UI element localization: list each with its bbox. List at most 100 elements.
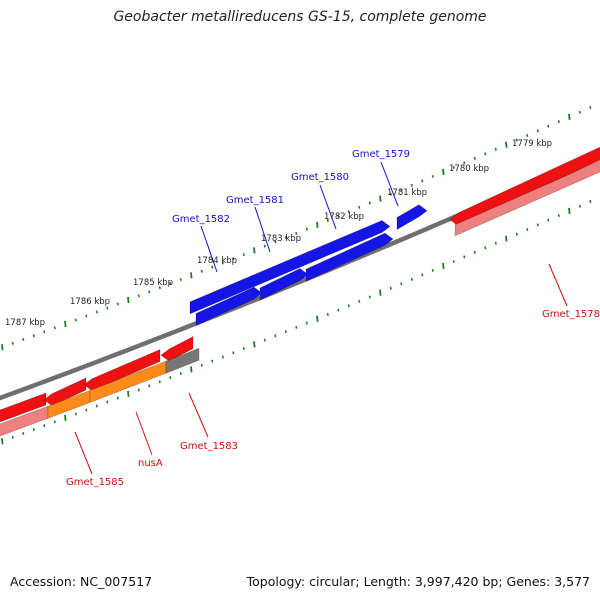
plus-strand-gene-labels: Gmet_1579 Gmet_1580 Gmet_1581 Gmet_1582 [172,149,410,225]
tick-mark [536,223,539,227]
tick-mark [1,344,4,351]
scale-labels: 1779 kbp 1780 kbp 1781 kbp 1782 kbp 1783… [5,139,552,328]
tick-mark [589,200,592,203]
tick-mark [326,218,329,222]
gene-label-gmet-1585[interactable]: Gmet_1585 [66,477,124,488]
tick-mark [305,321,308,325]
gene-feature-gmet-1583[interactable] [165,347,200,374]
gene-feature-gmet-1582[interactable] [195,286,263,327]
tick-mark [232,351,235,355]
scale-label-1782: 1782 kbp [324,212,364,222]
leader-gmet-1583 [188,392,209,438]
tick-mark [589,106,592,109]
leader-gmet-1579 [380,161,399,207]
leader-nusa [135,411,153,456]
tick-mark [578,204,581,208]
tick-mark [190,366,193,373]
scale-label-1787: 1787 kbp [5,318,45,328]
tick-mark [263,244,266,248]
gene-feature-gmet-1578-shadow[interactable] [454,159,600,237]
gene-feature-gmet-1581[interactable] [259,268,309,301]
tick-mark [1,438,4,445]
leader-gmet-1585 [74,431,93,475]
tick-mark [95,404,98,408]
tick-mark [505,141,508,148]
tick-mark [179,372,182,376]
tick-mark [85,314,88,318]
gene-feature-red-2[interactable] [43,377,87,407]
tick-mark [232,257,235,261]
gene-label-gmet-1579[interactable]: Gmet_1579 [352,149,410,160]
tick-mark [379,289,382,296]
scale-label-1781: 1781 kbp [387,188,427,198]
gene-feature-gmet-1580[interactable] [305,232,394,282]
tick-mark [11,341,14,345]
tick-mark [242,253,245,257]
tick-mark [242,347,245,351]
tick-mark [200,269,203,273]
tick-mark [316,221,319,228]
gene-feature-gmet-1579-1582-block[interactable] [189,219,391,315]
tick-mark [53,326,56,330]
leader-gmet-1582 [200,225,218,273]
gene-feature-red-4[interactable] [160,335,194,362]
tick-mark [536,129,539,133]
gene-label-nusa[interactable]: nusA [138,458,163,469]
tick-mark [211,265,214,269]
gene-feature-gmet-1578[interactable] [449,145,600,227]
tick-mark [379,195,382,202]
gene-label-gmet-1580[interactable]: Gmet_1580 [291,172,349,183]
tick-mark [295,325,298,329]
tick-mark [158,286,161,290]
tick-mark [400,188,403,192]
tick-mark [526,134,529,137]
gene-feature-red-3[interactable] [83,348,161,392]
tick-mark [74,318,77,322]
tick-mark [169,376,172,380]
gene-features[interactable] [0,145,600,438]
label-leader-lines [74,161,568,475]
tick-mark [568,113,571,120]
tick-mark [221,355,224,359]
map-title: Geobacter metallireducens GS-15, complet… [113,9,487,25]
tick-mark [463,255,466,259]
gene-feature-red-left[interactable] [0,392,47,424]
tick-mark [442,262,445,270]
tick-mark [358,299,361,303]
tick-mark [221,261,224,265]
accession-text: Accession: NC_007517 [10,574,153,589]
leader-gmet-1580 [319,184,337,230]
tick-mark [368,201,371,205]
tick-mark [347,210,350,214]
tick-mark [515,232,518,236]
tick-mark [190,272,193,279]
tick-mark [410,183,413,187]
gene-feature-gmet-1585[interactable] [47,389,91,419]
tick-mark [337,214,340,218]
gene-label-gmet-1581[interactable]: Gmet_1581 [226,195,284,206]
gene-label-gmet-1578[interactable]: Gmet_1578 [542,309,600,320]
tick-mark [337,308,340,312]
tick-mark [284,330,287,334]
tick-mark [179,278,182,282]
tick-mark [515,138,518,142]
gene-label-gmet-1583[interactable]: Gmet_1583 [180,441,238,452]
tick-mark [347,304,350,308]
tick-mark [326,312,329,316]
gene-label-gmet-1582[interactable]: Gmet_1582 [172,214,230,225]
tick-mark [274,240,277,244]
tick-mark [557,214,560,218]
tick-mark [106,306,109,310]
gene-feature-gmet-1579[interactable] [396,204,428,231]
tick-mark [116,396,119,400]
tick-mark [127,296,130,304]
gene-feature-nusa[interactable] [89,360,167,404]
tick-mark [578,110,581,114]
tick-mark [421,179,424,183]
tick-mark [253,341,256,348]
tick-mark [274,334,277,338]
tick-mark [284,236,287,240]
tick-mark [452,259,455,263]
